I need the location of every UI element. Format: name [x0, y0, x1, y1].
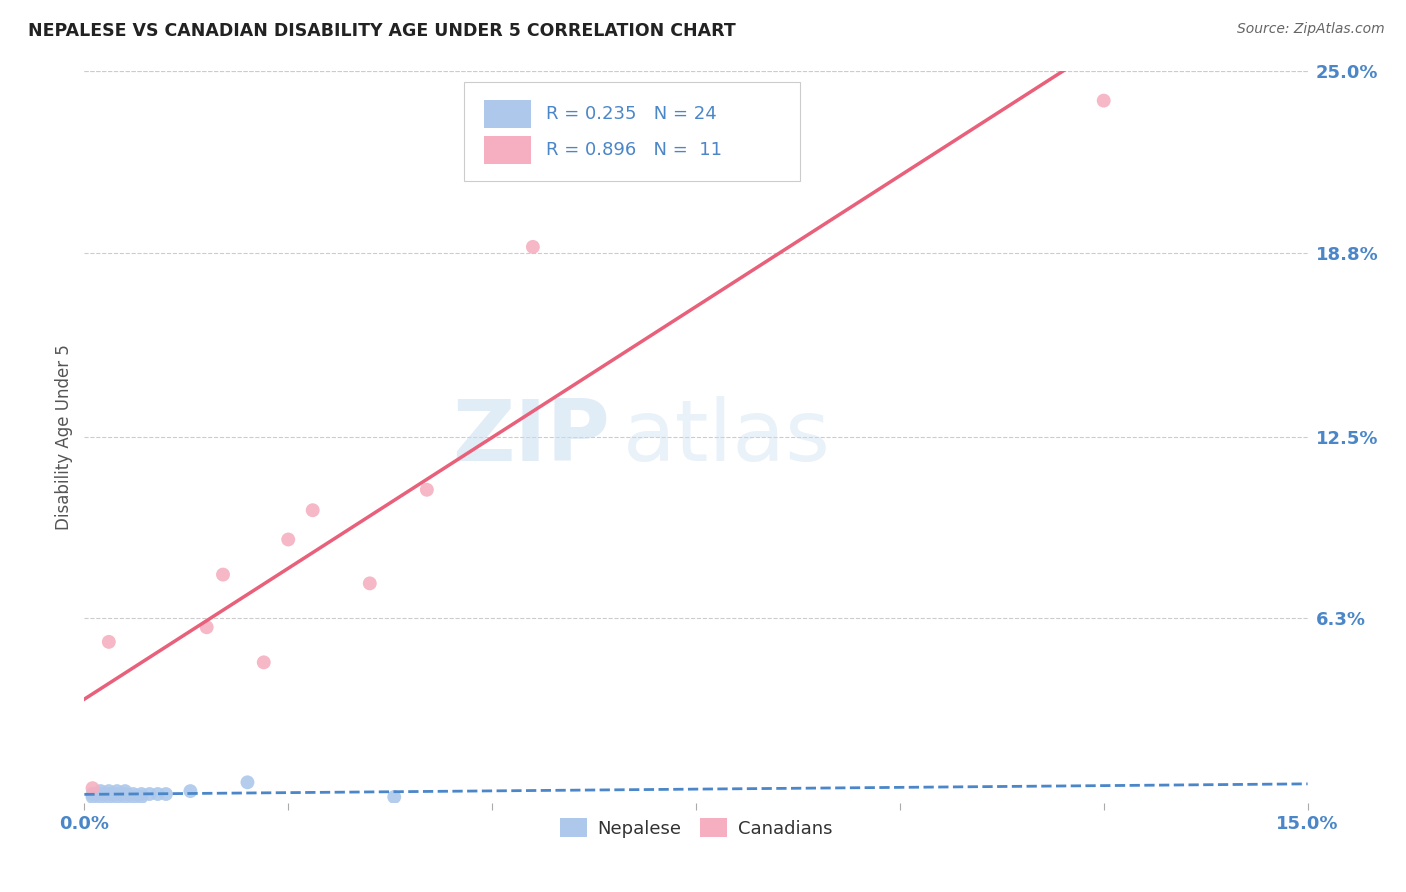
Point [97, 787, 120, 801]
FancyBboxPatch shape [484, 100, 531, 128]
Point [114, 789, 136, 804]
Point [97, 635, 120, 649]
Point [97, 789, 120, 804]
Point [212, 567, 235, 582]
Text: R = 0.235   N = 24: R = 0.235 N = 24 [546, 104, 716, 123]
Point [105, 787, 128, 801]
Point [522, 240, 544, 254]
Point [146, 787, 169, 801]
Point [138, 787, 160, 801]
Text: NEPALESE VS CANADIAN DISABILITY AGE UNDER 5 CORRELATION CHART: NEPALESE VS CANADIAN DISABILITY AGE UNDE… [28, 22, 735, 40]
Point [179, 784, 201, 798]
Point [236, 775, 259, 789]
FancyBboxPatch shape [464, 82, 800, 181]
Point [114, 787, 136, 801]
Point [90, 789, 112, 804]
Point [253, 656, 276, 670]
Point [155, 787, 177, 801]
Text: atlas: atlas [623, 395, 831, 479]
Point [114, 784, 136, 798]
Point [122, 789, 145, 804]
Point [90, 787, 112, 801]
FancyBboxPatch shape [484, 136, 531, 164]
Legend: Nepalese, Canadians: Nepalese, Canadians [553, 811, 839, 845]
Text: Source: ZipAtlas.com: Source: ZipAtlas.com [1237, 22, 1385, 37]
Point [1092, 94, 1115, 108]
Y-axis label: Disability Age Under 5: Disability Age Under 5 [55, 344, 73, 530]
Point [277, 533, 299, 547]
Point [301, 503, 323, 517]
Point [122, 787, 145, 801]
Point [97, 784, 120, 798]
Point [416, 483, 439, 497]
Point [131, 787, 153, 801]
Point [82, 789, 104, 804]
Point [105, 789, 128, 804]
Text: R = 0.896   N =  11: R = 0.896 N = 11 [546, 141, 721, 160]
Point [195, 620, 218, 634]
Point [359, 576, 381, 591]
Point [90, 784, 112, 798]
Point [131, 789, 153, 804]
Point [82, 781, 104, 796]
Point [382, 789, 405, 804]
Point [105, 784, 128, 798]
Text: ZIP: ZIP [453, 395, 610, 479]
Point [82, 787, 104, 801]
